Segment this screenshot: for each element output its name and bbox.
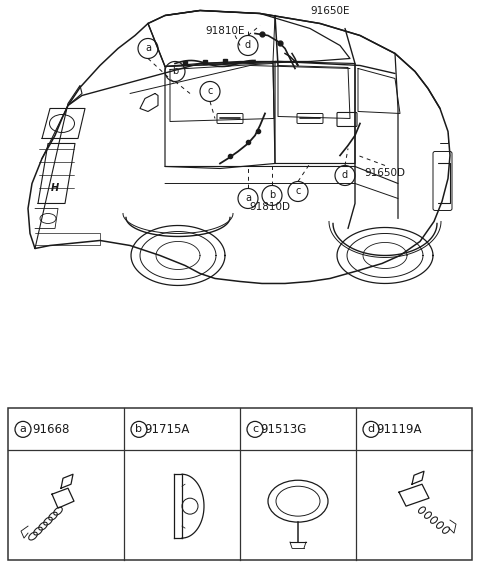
- Text: d: d: [245, 40, 251, 51]
- Text: c: c: [295, 186, 300, 197]
- Text: 91650E: 91650E: [310, 6, 350, 16]
- Text: d: d: [367, 424, 374, 435]
- Text: a: a: [145, 44, 151, 53]
- Text: b: b: [172, 66, 178, 77]
- Text: 91810D: 91810D: [250, 202, 290, 212]
- Text: 91715A: 91715A: [144, 423, 190, 436]
- Text: 91513G: 91513G: [260, 423, 306, 436]
- Text: 91119A: 91119A: [376, 423, 422, 436]
- Text: 91810E: 91810E: [205, 27, 245, 36]
- Text: c: c: [207, 86, 213, 97]
- Text: H: H: [51, 183, 59, 194]
- Text: b: b: [269, 190, 275, 201]
- Text: d: d: [342, 170, 348, 181]
- Text: 91650D: 91650D: [364, 169, 406, 178]
- Text: a: a: [20, 424, 26, 435]
- Text: a: a: [245, 194, 251, 203]
- Text: b: b: [135, 424, 143, 435]
- Text: 91668: 91668: [32, 423, 70, 436]
- Text: c: c: [252, 424, 258, 435]
